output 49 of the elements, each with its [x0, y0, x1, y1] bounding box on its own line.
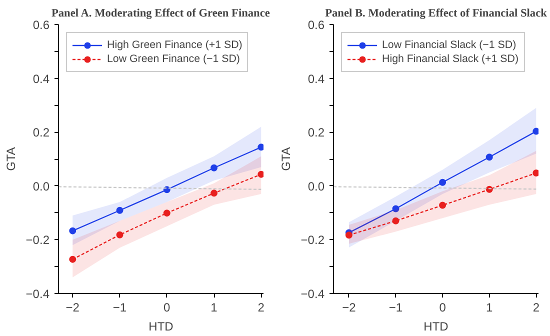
y-tick-label: −0.2	[26, 233, 50, 248]
y-tick-label: 0.4	[308, 72, 325, 86]
x-tick-label: −2	[342, 300, 356, 314]
y-tick-label: 0.2	[308, 126, 325, 140]
y-tick-label: 0.2	[32, 126, 50, 140]
x-tick-label: −1	[388, 300, 403, 314]
point	[392, 217, 400, 224]
point	[258, 170, 264, 178]
point	[486, 154, 493, 161]
y-tick-label: 0.6	[308, 18, 325, 32]
x-axis-title: HTD	[148, 320, 174, 334]
x-tick-label: −2	[66, 300, 80, 314]
point	[210, 164, 218, 172]
legend-label: High Green Finance (+1 SD)	[107, 38, 242, 52]
point	[163, 210, 170, 217]
point	[258, 144, 264, 151]
y-tick-label: −0.2	[300, 233, 325, 248]
point	[532, 128, 538, 135]
point	[392, 205, 400, 212]
point	[116, 231, 124, 238]
y-tick-label: −0.4	[26, 287, 50, 301]
x-tick-label: 1	[210, 300, 218, 314]
x-tick-label: 0	[164, 300, 171, 314]
y-tick-label: 0.0	[32, 179, 50, 194]
y-axis-title: GTA	[278, 147, 293, 171]
point	[116, 206, 124, 214]
point	[69, 227, 76, 234]
point	[439, 202, 446, 209]
y-axis-title: GTA	[4, 147, 18, 171]
legend-label: High Financial Slack (+1 SD)	[382, 52, 519, 66]
y-tick-label: 0.0	[308, 179, 325, 194]
legend-label: Low Financial Slack (−1 SD)	[382, 38, 516, 52]
y-tick-label: −0.4	[300, 287, 325, 301]
chart-title: Panel A. Moderating Effect of Green Finance	[51, 8, 270, 20]
x-tick-label: 2	[532, 300, 540, 314]
x-tick-label: 0	[439, 300, 446, 314]
point	[69, 256, 76, 263]
chart-title: Panel B. Moderating Effect of Financial Slack	[325, 8, 548, 20]
x-tick-label: 1	[486, 300, 494, 314]
y-tick-label: 0.4	[32, 72, 50, 86]
x-tick-label: −1	[112, 300, 127, 314]
point	[532, 169, 538, 176]
x-tick-label: 2	[258, 300, 265, 314]
x-axis-title: HTD	[424, 320, 449, 334]
y-tick-label: 0.6	[32, 18, 50, 32]
point	[345, 232, 352, 239]
legend-label: Low Green Finance (−1 SD)	[107, 52, 240, 66]
point	[439, 178, 446, 186]
point	[210, 190, 218, 197]
